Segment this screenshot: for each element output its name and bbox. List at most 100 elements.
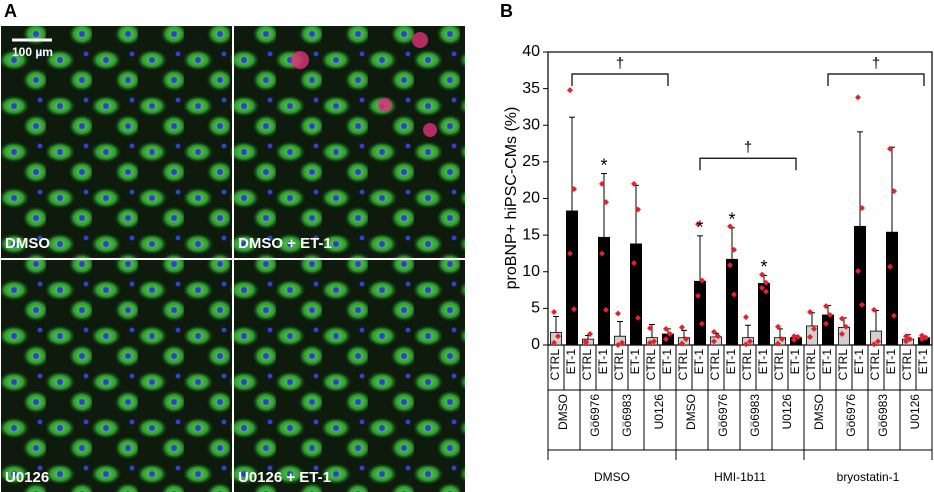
data-point <box>711 338 717 345</box>
data-point <box>903 333 909 340</box>
image-label: U0126 + ET-1 <box>238 469 331 486</box>
group-label: Gö6976 <box>716 394 730 437</box>
data-point <box>647 325 653 332</box>
data-point <box>807 333 813 340</box>
data-point <box>571 306 577 313</box>
data-point <box>667 331 673 338</box>
data-point <box>855 94 861 101</box>
data-point <box>619 339 625 346</box>
bar <box>854 225 867 346</box>
data-point <box>907 336 913 343</box>
data-point <box>727 223 733 230</box>
group-label: U0126 <box>780 394 794 430</box>
data-point <box>683 336 689 343</box>
data-point <box>759 284 765 291</box>
data-point <box>743 314 749 321</box>
data-point <box>779 336 785 343</box>
treatment-label: DMSO <box>594 470 630 484</box>
x-tick-label: CTRL <box>900 349 914 381</box>
x-tick-label: CTRL <box>836 349 850 381</box>
data-point <box>891 312 897 319</box>
y-tick-label: 30 <box>522 116 540 133</box>
data-point <box>715 333 721 340</box>
data-point <box>859 205 865 212</box>
image-label: DMSO + ET-1 <box>238 235 332 252</box>
data-point <box>635 314 641 321</box>
data-point <box>599 250 605 257</box>
micrograph <box>234 260 465 492</box>
data-point <box>555 333 561 340</box>
bar <box>566 210 579 346</box>
data-point <box>679 324 685 331</box>
micrograph <box>1 26 232 258</box>
data-point <box>635 206 641 213</box>
data-point <box>699 277 705 284</box>
data-point <box>567 250 573 257</box>
y-tick-label: 5 <box>531 300 540 317</box>
panel-label: A <box>4 1 17 21</box>
data-point <box>583 338 589 345</box>
x-tick-label: ET-1 <box>916 349 930 375</box>
data-point <box>615 310 621 317</box>
data-point <box>871 306 877 313</box>
bracket <box>699 157 797 171</box>
data-point <box>811 325 817 332</box>
micrograph <box>234 26 465 258</box>
bar <box>726 258 739 346</box>
data-point <box>695 221 701 228</box>
data-point <box>567 87 573 94</box>
data-point <box>855 268 861 275</box>
stain <box>291 51 309 69</box>
data-point <box>871 341 877 348</box>
data-point <box>763 288 769 295</box>
data-point <box>571 185 577 192</box>
data-point <box>923 334 929 341</box>
group-label: DMSO <box>684 394 698 430</box>
x-tick-label: CTRL <box>804 349 818 381</box>
data-point <box>631 259 637 266</box>
x-tick-label: CTRL <box>548 349 562 381</box>
data-point <box>759 271 765 278</box>
x-tick-label: ET-1 <box>884 349 898 375</box>
data-point <box>615 342 621 348</box>
x-tick-label: CTRL <box>740 349 754 381</box>
data-point <box>827 311 833 318</box>
bar <box>886 231 899 346</box>
data-point <box>663 336 669 343</box>
y-tick-label: 10 <box>522 263 540 280</box>
image-label: U0126 <box>5 469 49 486</box>
x-tick-label: ET-1 <box>596 349 610 375</box>
scale-label: 100 µm <box>12 45 53 59</box>
bar <box>822 314 835 346</box>
bar <box>630 243 643 346</box>
data-point <box>887 263 893 270</box>
bar <box>838 327 851 346</box>
data-point <box>891 188 897 195</box>
data-point <box>663 325 669 332</box>
data-point <box>903 338 909 345</box>
micrographs: 100 µm DMSO DMSO + ET-1 U0126 U0126 + ET… <box>1 26 465 492</box>
data-point <box>679 340 685 347</box>
group-label: Gö6983 <box>748 394 762 437</box>
stain <box>378 98 392 112</box>
group-label: Gö6983 <box>620 394 634 437</box>
data-point <box>791 336 797 343</box>
x-tick-label: ET-1 <box>724 349 738 375</box>
y-tick-label: 15 <box>522 226 540 243</box>
x-tick-label: ET-1 <box>628 349 642 375</box>
data-point <box>795 333 801 340</box>
y-tick-label: 20 <box>522 190 540 207</box>
bracket <box>827 73 925 86</box>
data-point <box>695 292 701 299</box>
x-tick-label: ET-1 <box>564 349 578 375</box>
data-point <box>603 199 609 206</box>
bracket-label: † <box>744 139 752 156</box>
x-tick-label: ET-1 <box>788 349 802 375</box>
x-tick-label: ET-1 <box>660 349 674 375</box>
group-label: Gö6976 <box>844 394 858 437</box>
data-point <box>791 333 797 340</box>
data-point <box>699 320 705 327</box>
data-point <box>823 303 829 310</box>
y-tick-label: 35 <box>522 80 540 97</box>
micrograph <box>1 260 232 492</box>
